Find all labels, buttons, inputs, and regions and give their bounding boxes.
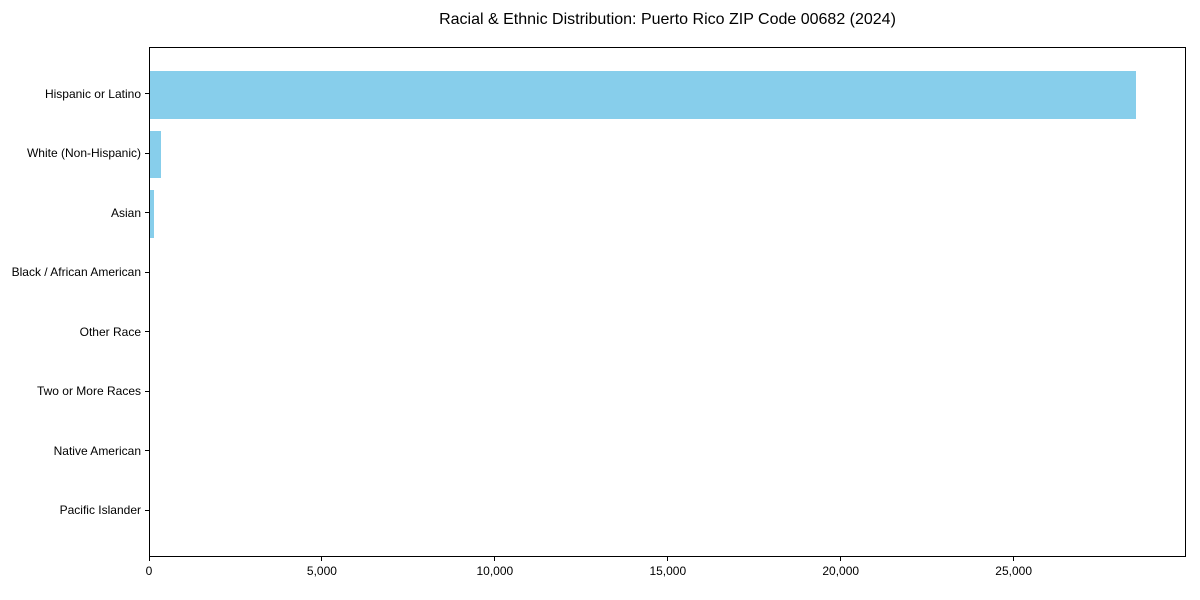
y-tick-label: Black / African American xyxy=(11,265,141,280)
y-tick-mark xyxy=(145,93,149,95)
y-tick-mark xyxy=(145,271,149,273)
y-tick-mark xyxy=(145,331,149,333)
y-tick-label: Two or More Races xyxy=(36,384,141,399)
y-tick-label: Pacific Islander xyxy=(59,503,141,518)
bar-asian xyxy=(150,190,155,238)
x-tick-label: 5,000 xyxy=(306,564,337,578)
x-tick-mark xyxy=(1013,557,1015,561)
y-tick-mark xyxy=(145,450,149,452)
plot-area xyxy=(149,47,1186,557)
x-tick-label: 25,000 xyxy=(995,564,1032,578)
x-tick-mark xyxy=(148,557,150,561)
x-tick-mark xyxy=(840,557,842,561)
y-tick-mark xyxy=(145,152,149,154)
y-tick-label: Other Race xyxy=(79,324,141,339)
x-tick-label: 20,000 xyxy=(822,564,860,578)
bar-white-non-hispanic xyxy=(150,130,162,179)
y-tick-mark xyxy=(145,212,149,214)
x-tick-label: 15,000 xyxy=(649,564,687,578)
y-tick-mark xyxy=(145,509,149,511)
y-tick-label: Native American xyxy=(53,443,141,458)
x-tick-label: 10,000 xyxy=(476,564,514,578)
bar-hispanic-or-latino xyxy=(150,71,1136,119)
y-tick-mark xyxy=(145,390,149,392)
y-tick-label: Hispanic or Latino xyxy=(44,86,141,101)
x-tick-label: 0 xyxy=(145,564,153,578)
y-tick-label: White (Non-Hispanic) xyxy=(26,146,141,161)
x-tick-mark xyxy=(667,557,669,561)
x-tick-mark xyxy=(494,557,496,561)
y-tick-label: Asian xyxy=(110,205,141,220)
chart-title: Racial & Ethnic Distribution: Puerto Ric… xyxy=(439,11,896,28)
x-tick-mark xyxy=(321,557,323,561)
